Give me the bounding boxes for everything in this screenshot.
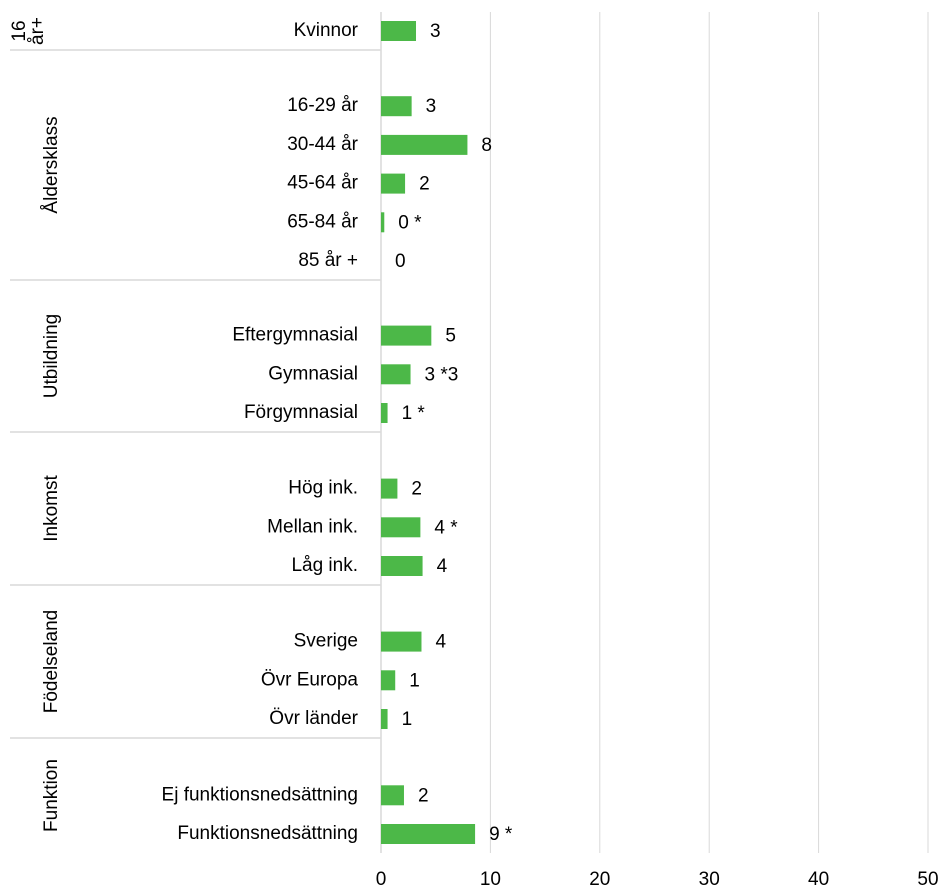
category-label: Eftergymnasial bbox=[232, 325, 358, 346]
group-label: Funktion bbox=[41, 759, 62, 832]
x-tick-label: 30 bbox=[699, 869, 720, 890]
value-label: 5 bbox=[445, 326, 456, 347]
category-label: Förgymnasial bbox=[244, 402, 358, 423]
category-label: 16-29 år bbox=[287, 95, 358, 116]
category-label: Ej funktionsnedsättning bbox=[162, 784, 358, 805]
bar bbox=[381, 96, 412, 117]
bar bbox=[381, 134, 468, 155]
value-label: 0 bbox=[395, 251, 406, 272]
bar bbox=[381, 785, 404, 806]
category-label: Gymnasial bbox=[268, 363, 358, 384]
x-tick-label: 20 bbox=[589, 869, 610, 890]
category-label: Övr länder bbox=[269, 708, 358, 729]
category-label: Övr Europa bbox=[261, 669, 359, 690]
category-label: Hög ink. bbox=[288, 478, 358, 499]
category-label: 85 år + bbox=[298, 250, 358, 271]
group-label: Åldersklass bbox=[41, 116, 62, 213]
x-tick-label: 50 bbox=[917, 869, 938, 890]
bar bbox=[381, 709, 388, 729]
x-tick-label: 10 bbox=[480, 869, 501, 890]
value-label: 3 *3 bbox=[425, 364, 459, 385]
bar bbox=[381, 403, 388, 423]
group-label: Födelseland bbox=[41, 610, 62, 714]
bar bbox=[381, 824, 476, 844]
value-label: 4 * bbox=[434, 517, 458, 538]
value-label: 1 bbox=[402, 709, 413, 730]
category-label: Kvinnor bbox=[294, 20, 359, 41]
bar bbox=[381, 325, 432, 346]
category-label: 65-84 år bbox=[287, 211, 358, 232]
category-label: 45-64 år bbox=[287, 173, 358, 194]
category-label: 30-44 år bbox=[287, 134, 358, 155]
value-label: 4 bbox=[437, 556, 448, 577]
x-tick-label: 0 bbox=[376, 869, 387, 890]
value-label: 1 bbox=[409, 670, 420, 691]
bar bbox=[381, 21, 417, 41]
x-tick-label: 40 bbox=[808, 869, 829, 890]
group-label: Utbildning bbox=[41, 314, 62, 399]
category-label: Sverige bbox=[294, 631, 358, 652]
group-label: Inkomst bbox=[41, 475, 62, 542]
value-label: 2 bbox=[411, 479, 422, 500]
value-label: 0 * bbox=[398, 212, 422, 233]
value-label: 1 * bbox=[402, 403, 426, 424]
value-label: 2 bbox=[419, 174, 430, 195]
bar bbox=[381, 173, 406, 194]
group-label: 16år+ bbox=[9, 17, 48, 45]
value-label: 3 bbox=[426, 96, 437, 117]
value-label: 9 * bbox=[489, 824, 513, 845]
bar bbox=[381, 631, 422, 652]
value-label: 8 bbox=[481, 135, 492, 156]
bar bbox=[381, 556, 423, 576]
bar bbox=[381, 670, 396, 691]
value-label: 4 bbox=[435, 632, 446, 653]
bar bbox=[381, 212, 385, 233]
category-label: Mellan ink. bbox=[267, 516, 358, 537]
value-label: 3 bbox=[430, 21, 441, 42]
bar bbox=[381, 364, 411, 385]
category-label: Funktionsnedsättning bbox=[177, 823, 358, 844]
category-label: Låg ink. bbox=[291, 555, 358, 576]
value-label: 2 bbox=[418, 785, 429, 806]
bar bbox=[381, 478, 398, 499]
bar bbox=[381, 517, 421, 538]
